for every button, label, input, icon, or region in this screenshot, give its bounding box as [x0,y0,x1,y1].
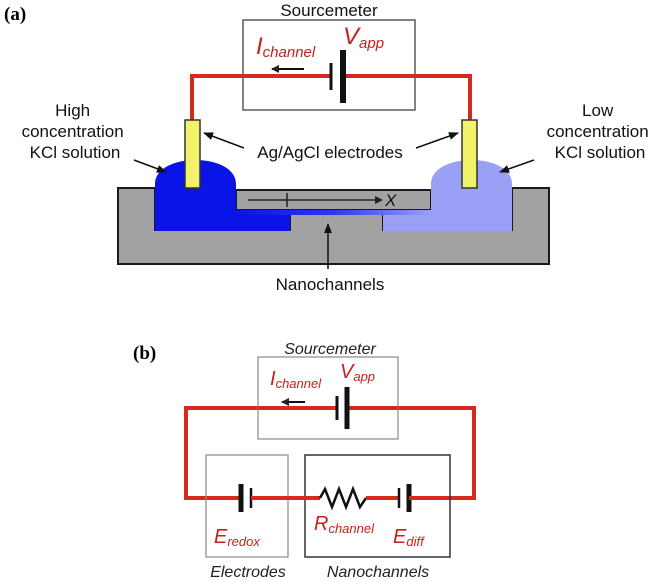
electrode-pointer-right [415,132,459,149]
panel-b-label: (b) [133,343,156,364]
high-concentration-label: High concentration KCl solution [22,101,129,162]
electrodes-caption: Electrodes [210,564,286,581]
electrode-right [461,119,478,189]
r-channel-label: Rchannel [314,513,375,536]
low-concentration-pointer [499,159,535,173]
x-axis-label: X [384,191,397,210]
sourcemeter-box-a [242,19,416,111]
v-app-label-b: Vapp [340,361,375,384]
i-channel-label-b: Ichannel [270,368,322,391]
nanochannel-gradient [236,210,431,215]
nanochannels-label-a: Nanochannels [276,275,385,294]
electrode-pointer-left [203,132,245,149]
channel-resistor [318,485,368,511]
e-diff-label: Ediff [393,526,425,549]
sourcemeter-box-b [257,356,399,440]
high-concentration-pointer [133,159,167,173]
nanochannels-box [304,454,451,558]
nanochannels-caption: Nanochannels [327,564,429,581]
v-app-label-a: Vapp [343,23,384,52]
panel-a-label: (a) [4,4,26,25]
electrodes-box [205,454,289,558]
electrodes-label: Ag/AgCl electrodes [257,143,403,162]
electrode-left [184,119,201,189]
sourcemeter-title-a: Sourcemeter [280,1,378,20]
i-channel-label-a: Ichannel [256,33,316,61]
circuit-wire-b-right [398,406,476,500]
circuit-wire-b-left [184,406,258,500]
sourcemeter-title-b: Sourcemeter [284,341,376,358]
e-redox-label: Eredox [214,526,260,549]
low-concentration-label: Low concentration KCl solution [547,101,654,162]
